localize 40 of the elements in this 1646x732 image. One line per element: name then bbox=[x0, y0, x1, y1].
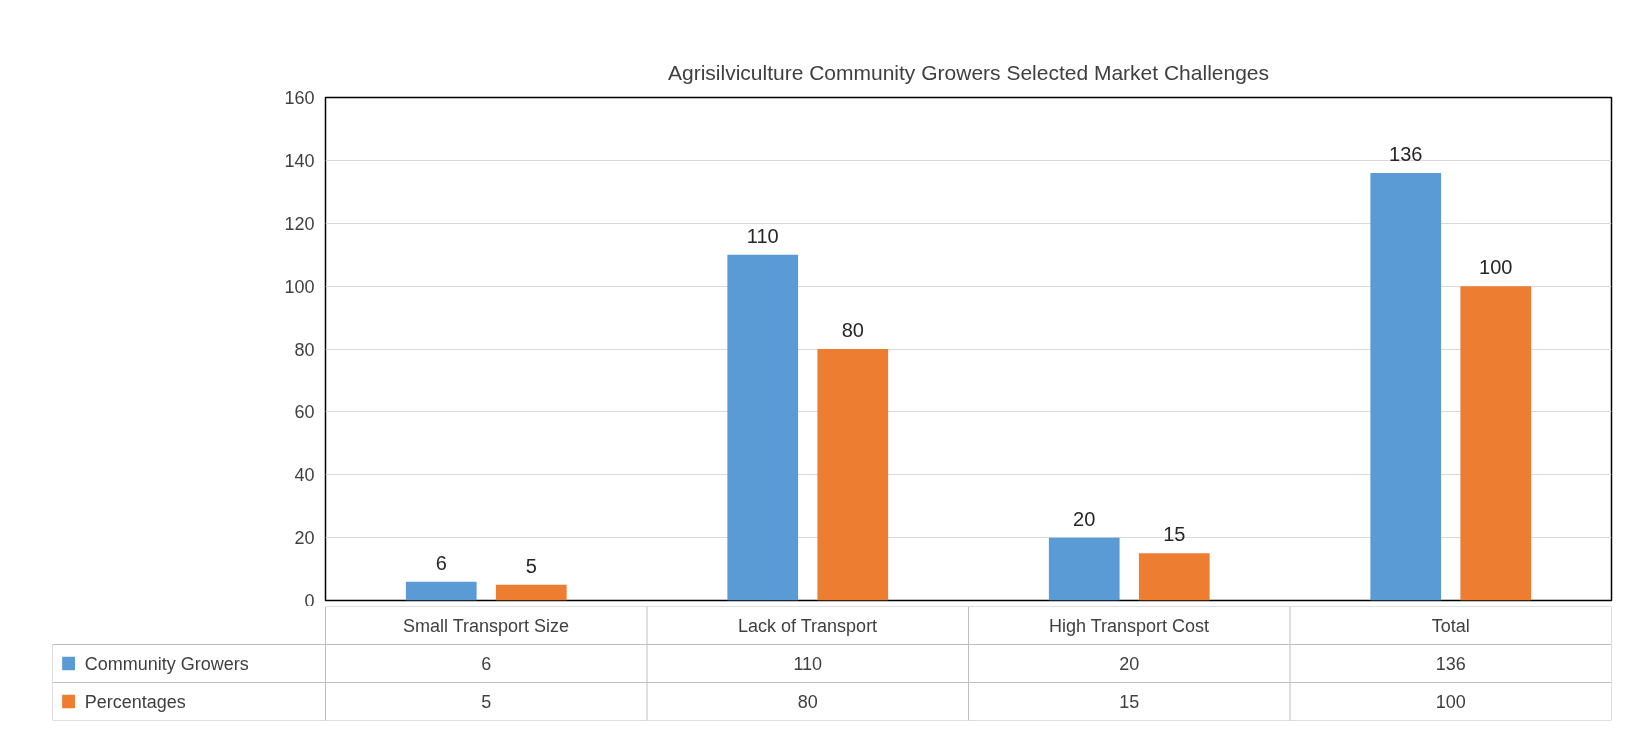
data-label: 100 bbox=[1479, 256, 1513, 279]
data-label: 20 bbox=[1073, 507, 1096, 530]
bar bbox=[727, 254, 799, 601]
chart-title: Agrisilviculture Community Growers Selected Market Challenges bbox=[667, 60, 1270, 84]
data-label: 15 bbox=[1163, 523, 1186, 546]
data-label: 80 bbox=[797, 692, 818, 712]
legend-label: Community Growers bbox=[84, 653, 249, 674]
bar bbox=[495, 584, 567, 601]
y-tick-label: 60 bbox=[294, 402, 315, 423]
category-label: Total bbox=[1431, 615, 1470, 636]
category-label: Lack of Transport bbox=[738, 615, 878, 636]
y-tick-label: 40 bbox=[294, 465, 315, 486]
data-label: 15 bbox=[1119, 692, 1140, 712]
bar bbox=[817, 349, 889, 601]
y-tick-label: 80 bbox=[294, 339, 315, 360]
data-label: 110 bbox=[793, 654, 823, 674]
data-label: 6 bbox=[481, 654, 492, 674]
legend-label: Percentages bbox=[84, 691, 186, 712]
bar bbox=[1048, 537, 1120, 601]
category-label: Small Transport Size bbox=[403, 615, 570, 636]
y-tick-label: 140 bbox=[284, 150, 315, 171]
data-label: 5 bbox=[481, 692, 492, 712]
data-label: 100 bbox=[1435, 692, 1466, 712]
data-label: 80 bbox=[841, 319, 864, 341]
data-label: 136 bbox=[1389, 142, 1423, 165]
y-tick-label: 100 bbox=[284, 276, 315, 297]
data-label: 5 bbox=[525, 554, 537, 577]
data-label: 136 bbox=[1435, 654, 1466, 674]
data-label: 110 bbox=[746, 224, 779, 247]
data-label: 20 bbox=[1119, 654, 1140, 674]
bar bbox=[1460, 286, 1532, 601]
category-label: High Transport Cost bbox=[1049, 615, 1210, 636]
y-tick-label: 160 bbox=[284, 88, 315, 108]
bar bbox=[1370, 172, 1442, 601]
y-tick-label: 0 bbox=[304, 590, 315, 611]
data-label: 6 bbox=[435, 551, 447, 574]
y-tick-label: 20 bbox=[294, 528, 315, 549]
bar bbox=[405, 581, 477, 601]
y-tick-label: 120 bbox=[284, 213, 315, 234]
bar bbox=[1138, 553, 1210, 601]
